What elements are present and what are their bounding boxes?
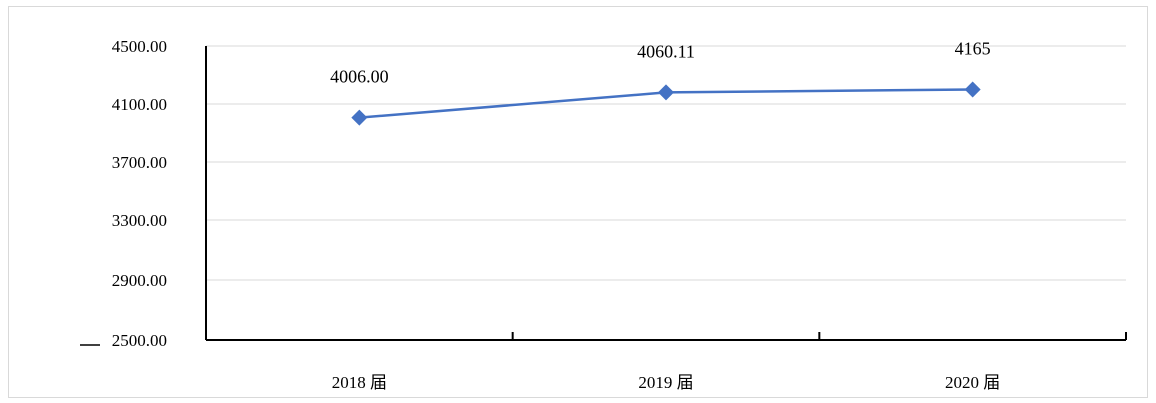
data-label: 4165 — [955, 39, 991, 59]
y-tick-label: 4500.00 — [112, 37, 167, 56]
y-tick-label: 3300.00 — [112, 211, 167, 230]
data-point — [351, 109, 368, 126]
chart-frame — [8, 6, 1148, 398]
y-tick-label: 2500.00 — [112, 331, 167, 350]
x-tick-label: 2018 届 — [332, 373, 387, 392]
data-point — [658, 84, 674, 101]
y-tick-label: 2900.00 — [112, 271, 167, 290]
x-tick-label: 2019 届 — [638, 373, 693, 392]
y-tick-label: 4100.00 — [112, 95, 167, 114]
data-label: 4006.00 — [330, 67, 389, 87]
x-tick-label: 2020 届 — [945, 373, 1000, 392]
data-point — [964, 81, 981, 98]
data-label: 4060.11 — [637, 41, 695, 61]
y-tick-label: 3700.00 — [112, 153, 167, 172]
